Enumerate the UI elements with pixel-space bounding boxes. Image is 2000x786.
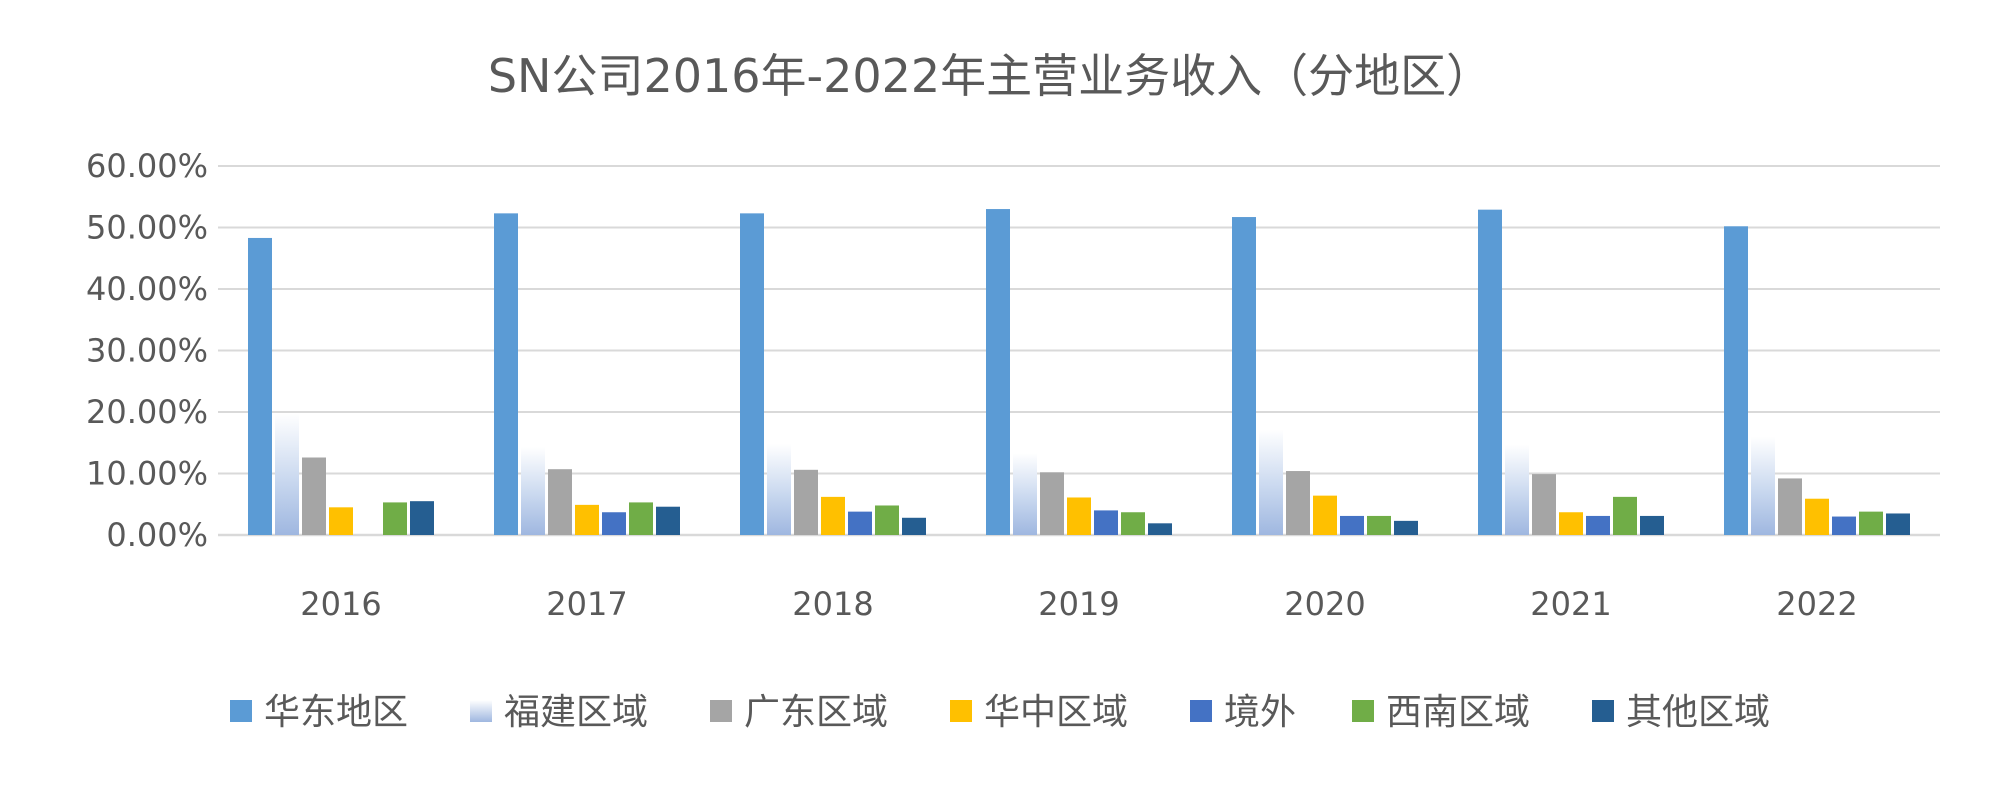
bar xyxy=(1259,429,1283,535)
bar xyxy=(1013,453,1037,535)
x-category-label: 2019 xyxy=(1038,585,1119,623)
legend-label: 华中区域 xyxy=(984,692,1128,733)
bar xyxy=(794,469,818,535)
legend: 华东地区 福建区域 广东区域 华中区域 境外 西南区域 其他区域 xyxy=(230,692,1770,733)
bar xyxy=(1859,511,1883,535)
bar xyxy=(410,501,434,535)
chart-title: SN公司2016年-2022年主营业务收入（分地区） xyxy=(488,49,1492,103)
bar xyxy=(329,507,353,535)
y-tick-label: 10.00% xyxy=(86,455,208,493)
bar xyxy=(740,213,764,536)
bar xyxy=(1367,515,1391,535)
bar xyxy=(767,443,791,535)
bar xyxy=(1532,474,1556,535)
bar xyxy=(302,457,326,535)
bar xyxy=(275,413,299,535)
gridlines xyxy=(218,165,1940,537)
legend-label: 境外 xyxy=(1224,692,1296,733)
legend-item: 西南区域 xyxy=(1352,692,1530,733)
legend-item: 华中区域 xyxy=(950,692,1128,733)
legend-swatch xyxy=(470,700,492,722)
legend-swatch xyxy=(1190,700,1212,722)
bar xyxy=(1640,515,1664,535)
bar xyxy=(1724,226,1748,535)
bar xyxy=(902,517,926,535)
legend-swatch xyxy=(950,700,972,722)
x-category-label: 2018 xyxy=(792,585,873,623)
bar xyxy=(1586,515,1610,535)
bar xyxy=(1286,471,1310,535)
bar xyxy=(1751,436,1775,535)
x-category-label: 2016 xyxy=(300,585,381,623)
y-tick-label: 40.00% xyxy=(86,270,208,308)
bar xyxy=(1778,478,1802,535)
legend-swatch xyxy=(230,700,252,722)
x-category-label: 2021 xyxy=(1530,585,1611,623)
bar xyxy=(1148,523,1172,535)
bar xyxy=(1478,209,1502,536)
y-tick-label: 60.00% xyxy=(86,147,208,185)
bar xyxy=(575,504,599,535)
bar xyxy=(548,469,572,535)
bar xyxy=(1121,512,1145,535)
bar xyxy=(1394,520,1418,535)
legend-label: 华东地区 xyxy=(264,692,408,733)
legend-swatch xyxy=(710,700,732,722)
bar xyxy=(1232,217,1256,536)
bar xyxy=(1559,512,1583,535)
y-tick-label: 20.00% xyxy=(86,393,208,431)
x-category-label: 2020 xyxy=(1284,585,1365,623)
bar xyxy=(1613,496,1637,535)
y-tick-label: 0.00% xyxy=(106,516,208,554)
bar xyxy=(1832,516,1856,535)
legend-label: 其他区域 xyxy=(1626,692,1770,733)
y-tick-label: 50.00% xyxy=(86,209,208,247)
legend-swatch xyxy=(1592,700,1614,722)
x-axis-categories: 2016 2017 2018 2019 2020 2021 2022 xyxy=(300,585,1857,623)
y-tick-label: 30.00% xyxy=(86,332,208,370)
x-category-label: 2017 xyxy=(546,585,627,623)
bar xyxy=(1805,498,1829,535)
bar xyxy=(521,447,545,535)
legend-item: 广东区域 xyxy=(710,692,888,733)
bar xyxy=(494,213,518,536)
legend-label: 福建区域 xyxy=(504,692,648,733)
bars xyxy=(248,209,1910,536)
bar xyxy=(1313,495,1337,535)
bar xyxy=(656,506,680,535)
legend-item: 境外 xyxy=(1190,692,1296,733)
bar xyxy=(875,505,899,535)
bar xyxy=(602,512,626,535)
bar xyxy=(629,502,653,535)
bar xyxy=(248,237,272,535)
legend-item: 福建区域 xyxy=(470,692,648,733)
bar xyxy=(1505,444,1529,535)
y-axis-ticks: 0.00% 10.00% 20.00% 30.00% 40.00% 50.00% 60.00… xyxy=(86,147,208,554)
bar xyxy=(383,502,407,535)
x-category-label: 2022 xyxy=(1776,585,1857,623)
bar xyxy=(1094,510,1118,535)
legend-label: 广东区域 xyxy=(744,692,888,733)
bar xyxy=(821,496,845,535)
bar xyxy=(986,209,1010,536)
bar xyxy=(1067,497,1091,535)
legend-item: 其他区域 xyxy=(1592,692,1770,733)
bar xyxy=(848,511,872,535)
bar xyxy=(1340,515,1364,535)
bar xyxy=(1886,513,1910,535)
legend-swatch xyxy=(1352,700,1374,722)
legend-label: 西南区域 xyxy=(1386,692,1530,733)
bar xyxy=(1040,472,1064,535)
legend-item: 华东地区 xyxy=(230,692,408,733)
